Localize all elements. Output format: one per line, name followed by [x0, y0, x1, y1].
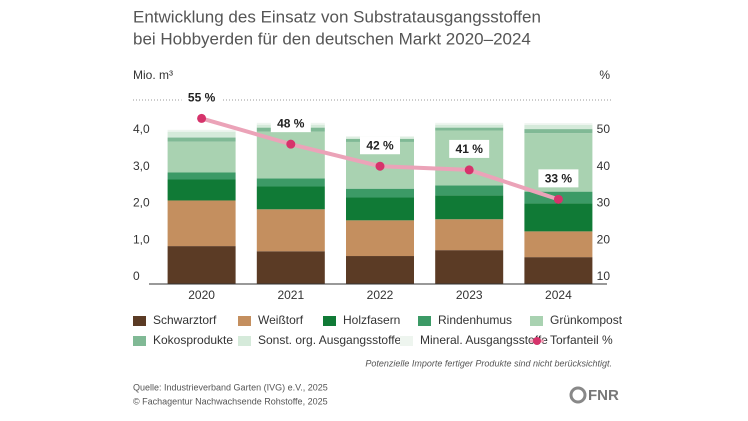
bar-segment — [346, 188, 414, 198]
legend-swatch — [133, 336, 146, 346]
bar-segment — [167, 131, 236, 138]
value-label-bg — [538, 169, 579, 188]
source: Quelle: Industrieverband Garten (IVG) e.… — [133, 382, 328, 392]
legend-label: Holzfasern — [343, 313, 400, 327]
x-tick-label: 2023 — [456, 288, 483, 302]
legend-label: Schwarztorf — [153, 313, 217, 327]
legend-swatch — [238, 336, 251, 346]
value-label-bg — [449, 139, 490, 158]
legend-swatch — [533, 337, 541, 345]
bar-segment — [524, 129, 593, 134]
legend-label: Mineral. Ausgangsstoffe — [420, 333, 548, 347]
y2-tick-label: 20 — [597, 232, 611, 246]
bar-segment — [256, 251, 325, 284]
bar-segment — [167, 179, 236, 201]
value-label: 55 % — [188, 91, 216, 105]
value-label: 41 % — [456, 142, 484, 156]
bar-segment — [435, 219, 504, 251]
y2-tick-label: 30 — [597, 196, 611, 210]
y2-tick-label: 40 — [597, 159, 611, 173]
bar-segment — [435, 122, 504, 125]
y-axis-label: Mio. m³ — [133, 68, 173, 82]
line-point — [464, 165, 474, 175]
y-tick-label: 1,0 — [133, 232, 150, 246]
y-tick-label: 2,0 — [133, 196, 150, 210]
legend-swatch — [238, 316, 251, 326]
legend-label: Grünkompost — [550, 313, 623, 327]
value-label: 42 % — [366, 138, 394, 152]
bar-segment — [524, 123, 593, 126]
legend-label: Weißtorf — [258, 313, 304, 327]
bar-segment — [167, 246, 236, 284]
value-label-bg — [360, 136, 400, 155]
bar-segment — [346, 197, 414, 221]
bar-segment — [435, 127, 504, 131]
bar-segment — [524, 125, 593, 130]
line-point — [286, 139, 296, 149]
x-tick-label: 2024 — [545, 288, 572, 302]
legend-swatch — [400, 336, 413, 346]
bar-segment — [435, 185, 504, 196]
bar-segment — [435, 124, 504, 128]
legend-label: Rindenhumus — [438, 313, 512, 327]
logo: FNR — [588, 387, 619, 404]
bar-segment — [435, 195, 504, 220]
line-point — [197, 113, 207, 123]
bar-segment — [524, 231, 593, 258]
line-point — [375, 161, 385, 171]
bar-segment — [167, 141, 236, 173]
chart-title: bei Hobbyerden für den deutschen Markt 2… — [133, 29, 531, 48]
y2-axis-label: % — [599, 68, 610, 82]
value-label-bg — [181, 88, 222, 107]
y-tick-label: 3,0 — [133, 159, 150, 173]
legend-swatch — [323, 316, 336, 326]
y-tick-label: 0 — [133, 269, 140, 283]
legend-swatch — [133, 316, 146, 326]
logo-icon — [569, 386, 587, 404]
legend-label: Sonst. org. Ausgangsstoffe — [258, 333, 402, 347]
bar-segment — [346, 220, 414, 257]
x-tick-label: 2022 — [367, 288, 394, 302]
legend-label: Torfanteil % — [550, 333, 613, 347]
x-tick-label: 2020 — [188, 288, 215, 302]
bar-segment — [435, 250, 504, 284]
y2-tick-label: 10 — [597, 269, 611, 283]
value-label-bg — [270, 114, 311, 133]
bar-segment — [167, 129, 236, 132]
y-tick-label: 4,0 — [133, 122, 150, 136]
x-tick-label: 2021 — [277, 288, 304, 302]
y2-tick-label: 50 — [597, 122, 611, 136]
line-point — [553, 194, 563, 204]
bar-segment — [256, 186, 325, 210]
value-label: 33 % — [545, 172, 573, 186]
bar-segment — [256, 178, 325, 187]
bar-segment — [524, 257, 593, 284]
bar-segment — [524, 203, 593, 232]
chart-title: Entwicklung des Einsatz von Substratausg… — [133, 7, 541, 26]
legend-label: Kokosprodukte — [153, 333, 233, 347]
legend-swatch — [530, 316, 543, 326]
bar-segment — [167, 200, 236, 247]
value-label: 48 % — [277, 116, 305, 130]
legend-swatch — [418, 316, 431, 326]
bar-segment — [256, 209, 325, 252]
bar-segment — [167, 137, 236, 142]
bar-segment — [346, 256, 414, 284]
note: Potenzielle Importe fertiger Produkte si… — [365, 358, 612, 368]
bar-segment — [167, 172, 236, 180]
source: © Fachagentur Nachwachsende Rohstoffe, 2… — [133, 396, 328, 406]
